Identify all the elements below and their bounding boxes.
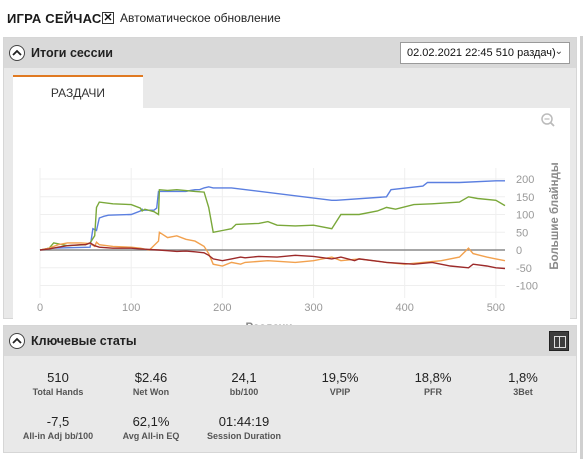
stat-bb-100: 24,1 bb/100: [198, 370, 290, 397]
stat-value: 19,5%: [321, 370, 359, 385]
series-line: [39, 242, 506, 270]
collapse-stats-button[interactable]: [9, 333, 25, 349]
stat-label: All-in Adj bb/100: [22, 431, 94, 441]
stat-label: Session Duration: [206, 431, 281, 441]
y-axis-label: Большие блайнды: [549, 162, 561, 269]
y-tick-label: -100: [516, 281, 538, 293]
stat-label: PFR: [424, 387, 442, 397]
x-tick-label: 0: [37, 302, 43, 314]
app-title: ИГРА СЕЙЧАС: [7, 11, 102, 26]
chevron-down-icon: ⌄: [554, 46, 563, 57]
stat-value: 01:44:19: [218, 414, 270, 429]
session-select-value: 02.02.2021 22:45 510 раздач): [407, 47, 556, 59]
stat-value: $2.46: [134, 370, 168, 385]
stat-session-duration: 01:44:19 Session Duration: [198, 414, 290, 441]
session-select[interactable]: 02.02.2021 22:45 510 раздач) ⌄: [400, 42, 570, 64]
zoom-icon[interactable]: [541, 113, 555, 127]
series-line: [39, 188, 506, 251]
y-tick-label: -50: [516, 263, 532, 275]
stat-label: Total Hands: [32, 387, 84, 397]
stats-grid: 510 Total Hands $2.46 Net Won 24,1 bb/10…: [4, 356, 576, 452]
collapse-session-button[interactable]: [9, 45, 25, 61]
y-tick-label: 0: [516, 245, 522, 257]
chevron-up-icon: [12, 49, 22, 56]
stat-3bet: 1,8% 3Bet: [477, 370, 569, 397]
stat-label: Net Won: [132, 387, 170, 397]
stat-value: 18,8%: [414, 370, 452, 385]
stats-panel-title: Ключевые статы: [31, 334, 137, 348]
stats-panel-header: Ключевые статы: [4, 326, 576, 356]
stats-panel: Ключевые статы 510 Total Hands $2.46 Net…: [3, 325, 577, 453]
stat-label: 3Bet: [513, 387, 533, 397]
auto-refresh-label: Автоматическое обновление: [120, 11, 281, 25]
x-tick-label: 500: [487, 302, 505, 314]
scrollbar[interactable]: [580, 36, 583, 459]
chevron-up-icon: [12, 337, 22, 344]
stat-allin-eq: 62,1% Avg All-in EQ: [105, 414, 197, 441]
series-line: [39, 180, 505, 251]
y-tick-label: 150: [516, 192, 534, 204]
stat-value: 24,1: [231, 370, 257, 385]
auto-refresh-toggle[interactable]: ✕ Автоматическое обновление: [102, 11, 281, 25]
session-panel-header: Итоги сессии 02.02.2021 22:45 510 раздач…: [4, 38, 576, 68]
x-tick-label: 200: [213, 302, 231, 314]
stat-label: VPIP: [329, 387, 351, 397]
x-tick-label: 400: [396, 302, 414, 314]
x-tick-label: 100: [122, 302, 140, 314]
stat-allin-adj: -7,5 All-in Adj bb/100: [12, 414, 104, 441]
stat-net-won: $2.46 Net Won: [105, 370, 197, 397]
x-tick-label: 300: [304, 302, 322, 314]
session-panel-title: Итоги сессии: [31, 46, 113, 60]
session-panel: Итоги сессии 02.02.2021 22:45 510 раздач…: [3, 37, 577, 346]
top-bar: ИГРА СЕЙЧАС ✕ Автоматическое обновление: [0, 0, 583, 36]
stat-value: -7,5: [46, 414, 70, 429]
stat-label: Avg All-in EQ: [122, 431, 180, 441]
stat-vpip: 19,5% VPIP: [294, 370, 386, 397]
stat-total-hands: 510 Total Hands: [12, 370, 104, 397]
series-line: [39, 231, 506, 267]
stat-value: 510: [47, 370, 69, 385]
layout-toggle-button[interactable]: [549, 331, 569, 351]
stat-value: 62,1%: [132, 414, 170, 429]
stat-pfr: 18,8% PFR: [387, 370, 479, 397]
y-tick-label: 200: [516, 174, 534, 186]
auto-refresh-checkbox[interactable]: ✕: [102, 12, 114, 24]
y-tick-label: 100: [516, 210, 534, 222]
y-tick-label: 50: [516, 227, 528, 239]
tab-hands[interactable]: РАЗДАЧИ: [13, 75, 143, 108]
stat-label: bb/100: [229, 387, 259, 397]
stat-value: 1,8%: [508, 370, 538, 385]
